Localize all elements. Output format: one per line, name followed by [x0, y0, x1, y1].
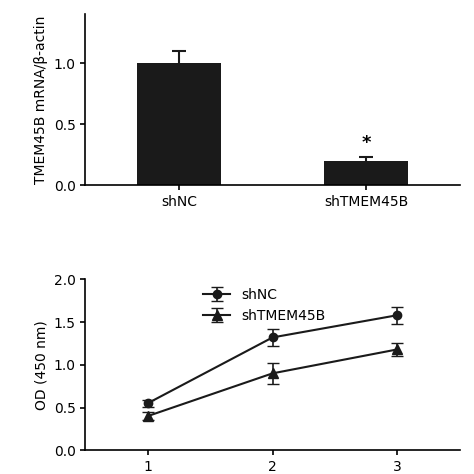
Legend: shNC, shTMEM45B: shNC, shTMEM45B [197, 283, 331, 329]
Bar [324, 161, 408, 185]
Y-axis label: TMEM45B mRNA/β-actin: TMEM45B mRNA/β-actin [34, 16, 48, 184]
Bar [137, 63, 221, 185]
Text: *: * [361, 134, 371, 152]
Y-axis label: OD (450 nm): OD (450 nm) [34, 320, 48, 410]
